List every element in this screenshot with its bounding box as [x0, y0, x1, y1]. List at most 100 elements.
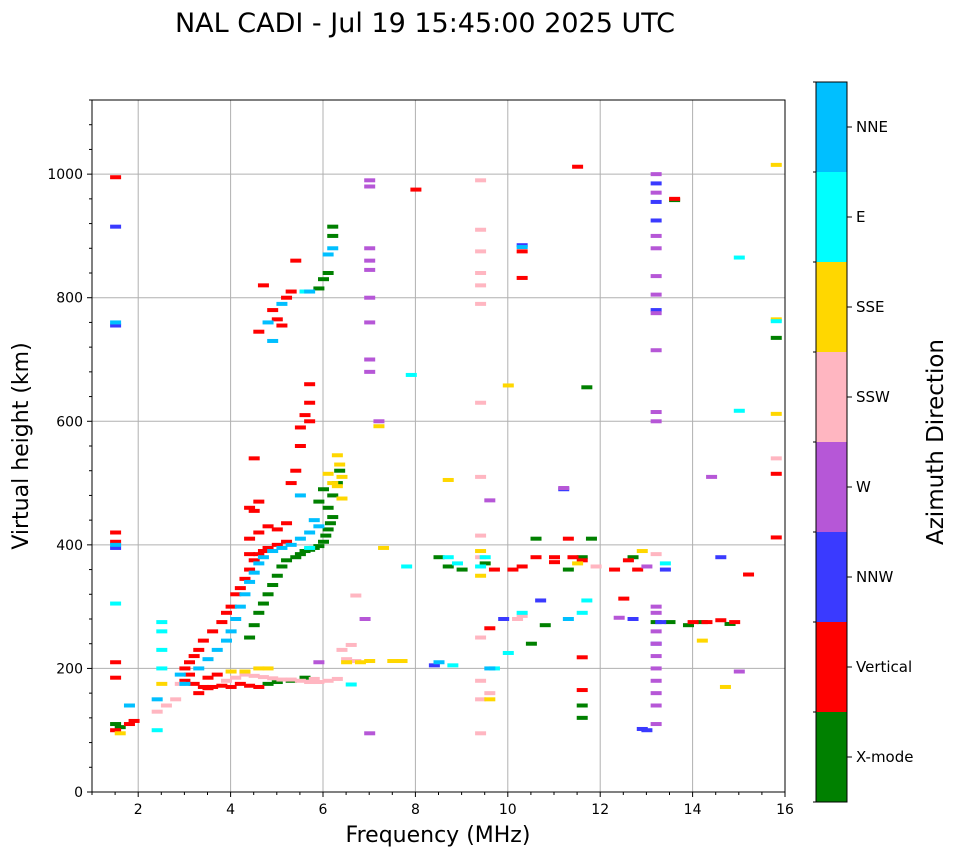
echo-point-x-mode: [456, 567, 468, 572]
echo-point-w: [484, 498, 496, 503]
echo-point-ssw: [257, 675, 269, 680]
echo-point-vertical: [239, 576, 251, 581]
echo-point-nnw: [498, 617, 510, 621]
echo-point-vertical: [253, 499, 265, 504]
echo-point-nnw: [110, 224, 122, 229]
echo-point-vertical: [184, 660, 196, 665]
echo-point-x-mode: [313, 499, 325, 504]
echo-point-sse: [225, 669, 237, 674]
echo-point-w: [650, 233, 662, 238]
colorbar-swatch-nne: [816, 82, 847, 172]
echo-point-nne: [253, 561, 265, 566]
colorbar-tick-label: SSW: [856, 388, 890, 406]
echo-point-w: [706, 474, 718, 479]
echo-point-ssw: [512, 617, 524, 621]
echo-point-e: [733, 408, 745, 413]
echo-point-vertical: [193, 647, 205, 652]
echo-point-nne: [294, 536, 306, 541]
colorbar-swatch-e: [816, 172, 847, 262]
colorbar-tick-label: Vertical: [856, 658, 912, 676]
echo-point-vertical: [253, 329, 265, 334]
echo-point-vertical: [248, 558, 260, 563]
echo-points: [110, 162, 782, 736]
echo-point-nnw: [650, 218, 662, 223]
echo-point-x-mode: [313, 286, 325, 291]
colorbar-swatch-vertical: [816, 622, 847, 712]
echo-point-nnw: [715, 555, 727, 560]
echo-point-vertical: [207, 684, 219, 689]
echo-point-vertical: [253, 684, 265, 689]
echo-point-e: [475, 564, 487, 569]
echo-point-sse: [336, 496, 348, 501]
echo-point-sse: [336, 474, 348, 479]
echo-point-nne: [225, 629, 237, 634]
x-axis-label: Frequency (MHz): [346, 823, 531, 848]
echo-point-nne: [304, 530, 316, 535]
colorbar-tick-label: NNE: [856, 118, 888, 136]
echo-point-nnw: [650, 181, 662, 186]
echo-point-sse: [373, 424, 385, 429]
echo-point-ssw: [475, 400, 487, 405]
echo-point-vertical: [225, 604, 237, 609]
echo-point-e: [156, 620, 168, 625]
echo-point-vertical: [576, 655, 588, 660]
echo-point-x-mode: [664, 620, 676, 625]
echo-point-vertical: [248, 456, 260, 461]
echo-point-sse: [327, 481, 339, 486]
echo-point-ssw: [350, 593, 362, 598]
echo-point-vertical: [197, 638, 209, 643]
chart-title: NAL CADI - Jul 19 15:45:00 2025 UTC: [175, 8, 675, 39]
echo-point-x-mode: [322, 527, 334, 532]
echo-point-vertical: [743, 572, 755, 577]
y-tick-label: 1000: [47, 167, 83, 183]
colorbar-swatch-nnw: [816, 532, 847, 622]
echo-point-vertical: [225, 684, 237, 689]
echo-point-nne: [193, 666, 205, 671]
echo-point-nne: [110, 542, 122, 547]
colorbar-frame: [815, 81, 848, 803]
echo-point-vertical: [244, 536, 256, 541]
echo-point-vertical: [281, 295, 293, 300]
echo-point-nne: [262, 320, 274, 325]
echo-point-vertical: [294, 425, 306, 430]
echo-point-vertical: [253, 530, 265, 535]
echo-point-nne: [220, 638, 232, 643]
echo-point-e: [576, 610, 588, 615]
echo-point-e: [733, 255, 745, 260]
echo-point-ssw: [336, 647, 348, 652]
echo-point-ssw: [475, 474, 487, 479]
echo-point-w: [364, 184, 376, 189]
echo-point-x-mode: [281, 558, 293, 563]
echo-point-vertical: [516, 275, 528, 280]
echo-point-w: [650, 604, 662, 609]
colorbar-tick-label: NNW: [856, 568, 893, 586]
echo-point-sse: [475, 549, 487, 554]
echo-point-vertical: [488, 567, 500, 572]
echo-point-vertical: [285, 481, 297, 486]
echo-point-vertical: [207, 629, 219, 634]
echo-point-e: [770, 319, 782, 324]
echo-point-ssw: [475, 283, 487, 288]
echo-point-ssw: [475, 697, 487, 702]
echo-point-vertical: [567, 555, 579, 560]
echo-point-x-mode: [627, 555, 639, 560]
echo-point-nnw: [110, 545, 122, 550]
echo-point-w: [650, 419, 662, 424]
echo-point-w: [373, 419, 385, 424]
echo-point-w: [650, 292, 662, 297]
echo-point-e: [447, 663, 459, 668]
echo-point-nne: [174, 672, 186, 677]
echo-point-ssw: [220, 678, 232, 683]
echo-point-w: [733, 669, 745, 674]
echo-point-x-mode: [562, 567, 574, 572]
echo-point-x-mode: [320, 533, 332, 538]
echo-point-ssw: [475, 635, 487, 640]
echo-point-nne: [110, 320, 122, 325]
echo-point-vertical: [244, 567, 256, 572]
echo-point-vertical: [257, 549, 269, 554]
echo-point-e: [156, 666, 168, 671]
colorbar-swatch-w: [816, 442, 847, 532]
echo-point-nne: [327, 246, 339, 251]
echo-point-w: [650, 629, 662, 634]
echo-point-x-mode: [479, 561, 491, 566]
